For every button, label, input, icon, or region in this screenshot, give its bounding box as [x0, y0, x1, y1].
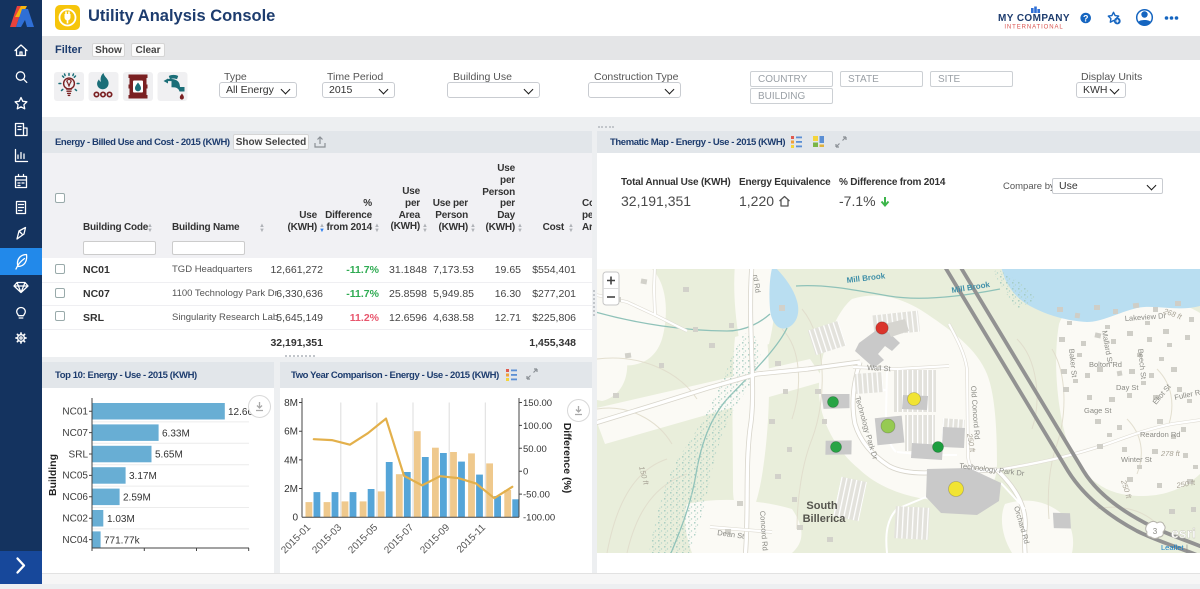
svg-text:771.77k: 771.77k — [104, 535, 141, 546]
svg-text:Baker St: Baker St — [1067, 348, 1079, 378]
svg-text:2M: 2M — [284, 484, 298, 495]
svg-text:NC01: NC01 — [62, 407, 88, 418]
svg-text:Bolton Rd: Bolton Rd — [1089, 360, 1122, 369]
svg-text:Concord Rd: Concord Rd — [758, 511, 770, 552]
svg-text:MY COMPANY: MY COMPANY — [998, 13, 1070, 24]
svg-text:2015-05: 2015-05 — [346, 522, 380, 556]
svg-text:278 ft: 278 ft — [1160, 449, 1181, 458]
svg-text:esri: esri — [1171, 525, 1196, 541]
svg-text:NC05: NC05 — [62, 471, 88, 482]
svg-text:3.17M: 3.17M — [129, 471, 157, 482]
svg-text:Day St: Day St — [1116, 383, 1139, 392]
svg-text:0: 0 — [523, 467, 528, 478]
svg-text:3: 3 — [1153, 527, 1158, 536]
svg-text:2015-01: 2015-01 — [280, 522, 313, 556]
svg-text:2015-11: 2015-11 — [455, 522, 489, 556]
svg-text:South: South — [806, 500, 837, 512]
svg-text:Beech St: Beech St — [1136, 348, 1148, 380]
svg-text:Leaflet: Leaflet — [1161, 543, 1184, 552]
svg-text:Wall St: Wall St — [867, 363, 892, 373]
svg-text:NC06: NC06 — [62, 492, 88, 503]
svg-text:50.00: 50.00 — [523, 444, 547, 455]
svg-text:rd Rd: rd Rd — [751, 274, 762, 293]
svg-text:Reardon Rd: Reardon Rd — [1140, 430, 1180, 439]
svg-text:Difference (%): Difference (%) — [561, 423, 573, 494]
svg-text:NC04: NC04 — [62, 535, 88, 546]
svg-text:2015-07: 2015-07 — [382, 522, 416, 556]
svg-text:12.66M: 12.66M — [228, 407, 261, 418]
svg-text:?: ? — [1083, 13, 1089, 23]
svg-text:250 ft: 250 ft — [965, 432, 977, 454]
svg-text:-100.00: -100.00 — [523, 513, 555, 524]
svg-text:6M: 6M — [284, 427, 298, 438]
svg-text:250 ft: 250 ft — [1175, 478, 1197, 490]
svg-text:1.03M: 1.03M — [107, 514, 135, 525]
svg-text:Building: Building — [47, 454, 59, 496]
svg-text:4M: 4M — [284, 455, 298, 466]
svg-text:-50.00: -50.00 — [523, 490, 550, 501]
svg-text:2015-03: 2015-03 — [310, 522, 344, 556]
svg-text:5.65M: 5.65M — [155, 450, 183, 461]
svg-text:NC07: NC07 — [62, 428, 88, 439]
svg-text:Billerica: Billerica — [803, 513, 847, 525]
svg-text:NC02: NC02 — [62, 514, 88, 525]
svg-text:150.00: 150.00 — [523, 398, 552, 409]
svg-text:2015-09: 2015-09 — [418, 522, 452, 556]
svg-text:Gage St: Gage St — [1084, 406, 1112, 415]
svg-text:Old Concord Rd: Old Concord Rd — [969, 386, 982, 440]
svg-text:100.00: 100.00 — [523, 421, 552, 432]
svg-text:0: 0 — [292, 513, 298, 524]
svg-text:Dean St: Dean St — [717, 528, 746, 541]
svg-text:Winter St: Winter St — [1121, 455, 1153, 464]
svg-text:|: | — [1186, 543, 1188, 552]
svg-text:Lakeview Dr: Lakeview Dr — [1125, 311, 1167, 323]
svg-text:INTERNATIONAL: INTERNATIONAL — [1004, 25, 1063, 31]
svg-text:SRL: SRL — [69, 449, 89, 460]
svg-text:8M: 8M — [284, 398, 298, 409]
svg-text:2.59M: 2.59M — [123, 493, 151, 504]
svg-text:6.33M: 6.33M — [162, 428, 190, 439]
